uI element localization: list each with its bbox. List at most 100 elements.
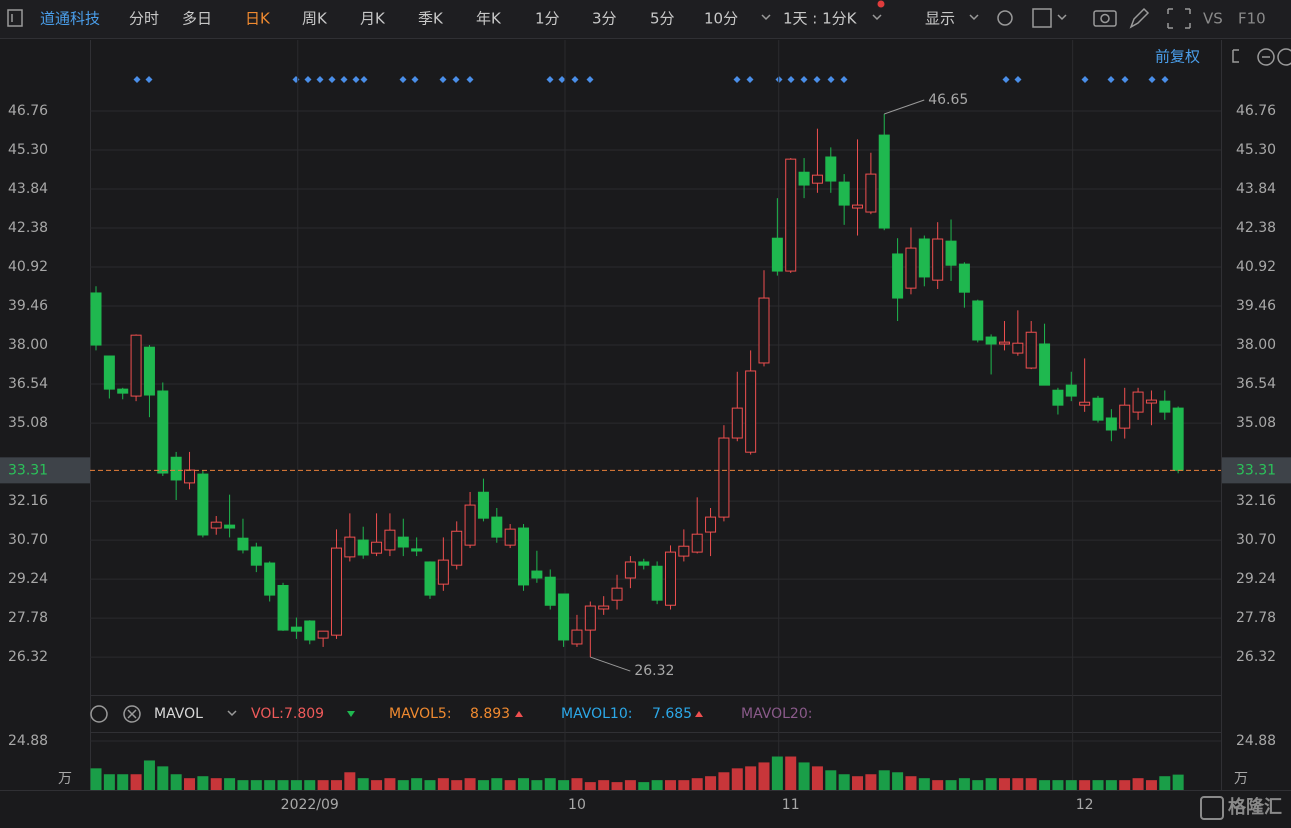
y-tick-label-right: 38.00 <box>1236 337 1276 353</box>
candle-body <box>170 456 182 481</box>
volume-bar <box>785 756 797 790</box>
volume-bar <box>1092 780 1104 790</box>
volume-bar <box>117 774 129 790</box>
indicator-settings[interactable] <box>90 705 108 723</box>
candle-body <box>664 551 676 606</box>
camera-icon[interactable] <box>1093 10 1117 27</box>
toolbar-item[interactable]: 多日 <box>182 10 212 28</box>
candle-body <box>330 547 342 636</box>
volume-bar <box>958 778 970 790</box>
toolbar-item[interactable]: 月K <box>360 10 386 28</box>
y-tick-label-right: 35.08 <box>1236 415 1276 431</box>
candle-body <box>624 561 636 579</box>
volume-bar <box>371 780 383 790</box>
candle-body <box>945 240 957 266</box>
candle-body <box>130 334 142 397</box>
layout-icon[interactable] <box>1032 8 1052 28</box>
y-tick-label: 30.70 <box>8 532 48 548</box>
draw-icon[interactable] <box>1129 7 1150 29</box>
indicator-name[interactable]: MAVOL <box>154 706 203 722</box>
zoom-in-icon[interactable] <box>1277 48 1291 66</box>
toolbar-item[interactable]: 1分 <box>535 10 560 28</box>
indicator-close[interactable] <box>123 705 141 723</box>
volume-bar <box>1172 774 1184 790</box>
volume-bar <box>1079 780 1091 790</box>
reset-icon[interactable] <box>1232 49 1239 63</box>
candle-body <box>1105 417 1117 431</box>
volume-bar <box>985 778 997 790</box>
candle-body <box>384 529 396 551</box>
y-tick-label: 27.78 <box>8 610 48 626</box>
max-label: 46.65 <box>928 92 968 108</box>
candle-body <box>317 630 329 639</box>
toolbar-item[interactable]: F10 <box>1238 10 1266 28</box>
toolbar-item[interactable]: 周K <box>302 10 328 28</box>
volume-bar <box>357 778 369 790</box>
candle-body <box>972 300 984 341</box>
volume-bar <box>718 772 730 790</box>
volume-bar <box>491 778 503 790</box>
indicator-icons <box>127 709 237 719</box>
y-tick-label-right: 42.38 <box>1236 220 1276 236</box>
toolbar-item[interactable]: 显示 <box>925 10 955 28</box>
candle-body <box>1065 384 1077 397</box>
candle-body <box>731 407 743 439</box>
dropdown-arrows <box>761 14 1067 21</box>
volume-bar <box>945 780 957 790</box>
candle-body <box>397 536 409 548</box>
candle-body <box>932 238 944 281</box>
toolbar-item[interactable]: 日K <box>245 10 271 28</box>
candle-body <box>905 247 917 289</box>
candle-body <box>678 545 690 557</box>
indicator-label: MAVOL5: <box>389 706 452 722</box>
volume-bar <box>624 780 636 790</box>
toolbar-item[interactable]: 季K <box>418 10 444 28</box>
last-price-box-right <box>1222 457 1291 484</box>
stock-name[interactable]: 道通科技 <box>40 10 100 28</box>
y-tick-label: 26.32 <box>8 649 48 665</box>
candle-body <box>705 516 717 533</box>
candle-body <box>892 253 904 299</box>
y-tick-label: 35.08 <box>8 415 48 431</box>
candle-body <box>558 593 570 641</box>
volume-bar <box>584 782 596 790</box>
toolbar-item[interactable]: 1天 : 1分K <box>783 10 858 28</box>
indicator-value: 7.685 <box>652 706 692 722</box>
volume-bar <box>304 780 316 790</box>
watermark-logo <box>1200 796 1224 820</box>
volume-bar <box>130 774 142 790</box>
candle-body <box>852 204 864 209</box>
volume-bar <box>1119 780 1131 790</box>
event-markers <box>133 76 1169 83</box>
zoom-out-icon[interactable] <box>1257 48 1275 66</box>
candle-body <box>771 237 783 272</box>
indicator-label: VOL: <box>251 706 284 722</box>
toolbar-item[interactable]: 分时 <box>129 10 159 28</box>
adjust-mode[interactable]: 前复权 <box>1155 48 1200 66</box>
y-tick-label-right: 29.24 <box>1236 571 1276 587</box>
candle-body <box>304 620 316 641</box>
candle-body <box>838 181 850 206</box>
volume-bar <box>397 780 409 790</box>
candle-body <box>371 541 383 554</box>
volume-bar <box>330 780 342 790</box>
volume-bar <box>731 768 743 790</box>
menu-icon[interactable] <box>7 9 23 27</box>
volume-bar <box>544 778 556 790</box>
candle-body <box>985 336 997 345</box>
y-tick-label: 43.84 <box>8 181 48 197</box>
candle-body <box>344 536 356 558</box>
y-tick-label-right: 32.16 <box>1236 493 1276 509</box>
toolbar-item[interactable]: 年K <box>476 10 502 28</box>
indicator-value: 8.893 <box>470 706 510 722</box>
toolbar-item[interactable]: 3分 <box>592 10 617 28</box>
y-tick-label: 40.92 <box>8 259 48 275</box>
fullscreen-icon[interactable] <box>1167 8 1191 29</box>
indicator-label: MAVOL20: <box>741 706 812 722</box>
toolbar-item[interactable]: VS <box>1203 10 1223 28</box>
settings-icon[interactable] <box>997 10 1013 26</box>
toolbar-item[interactable]: 10分 <box>704 10 738 28</box>
volume-bar <box>1105 780 1117 790</box>
toolbar-item[interactable]: 5分 <box>650 10 675 28</box>
